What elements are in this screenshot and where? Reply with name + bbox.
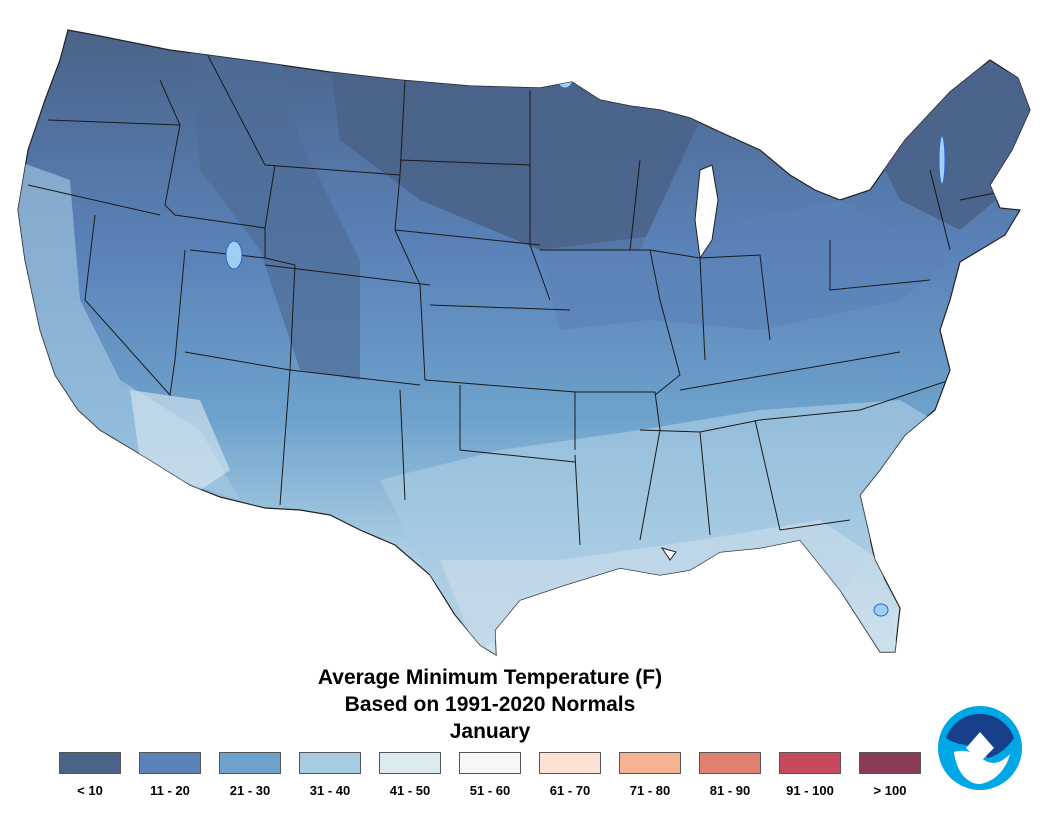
legend-label: 51 - 60: [469, 783, 511, 798]
map-title-block: Average Minimum Temperature (F) Based on…: [240, 664, 740, 745]
zone-coldest-north: [330, 60, 700, 250]
noaa-logo: [938, 706, 1022, 790]
legend-swatch: [859, 752, 921, 774]
temperature-map: [17, 29, 1031, 657]
legend-label: 41 - 50: [389, 783, 431, 798]
legend-label: 21 - 30: [229, 783, 271, 798]
mobile-bay: [660, 547, 677, 561]
map-month: January: [449, 720, 531, 743]
legend-swatch: [539, 752, 601, 774]
legend-item: 91 - 100: [778, 752, 842, 798]
legend-swatch: [299, 752, 361, 774]
zone-midwest: [540, 200, 950, 330]
lake-michigan: [694, 164, 719, 260]
legend-item: 51 - 60: [458, 752, 522, 798]
legend-swatch: [139, 752, 201, 774]
legend-swatch: [379, 752, 441, 774]
lake-champlain: [938, 135, 946, 185]
zone-west-coast: [18, 160, 240, 500]
legend-label: < 10: [77, 783, 103, 798]
map-title: Average Minimum Temperature (F): [317, 666, 663, 689]
great-salt-lake: [225, 240, 243, 270]
legend-item: 21 - 30: [218, 752, 282, 798]
legend-label: > 100: [873, 783, 907, 798]
legend-label: 71 - 80: [629, 783, 671, 798]
legend-label: 11 - 20: [150, 783, 190, 798]
legend-item: > 100: [858, 752, 922, 798]
temperature-legend: < 10 11 - 20 21 - 30 31 - 40 41 - 50 51 - 60 6…: [58, 752, 928, 802]
legend-label: 61 - 70: [549, 783, 591, 798]
legend-swatch: [779, 752, 841, 774]
legend-item: 41 - 50: [378, 752, 442, 798]
legend-swatch: [699, 752, 761, 774]
legend-item: 11 - 20: [138, 752, 202, 798]
lake-of-the-woods: [556, 67, 574, 89]
legend-swatch: [59, 752, 121, 774]
legend-label: 31 - 40: [309, 783, 351, 798]
legend-swatch: [619, 752, 681, 774]
legend-item: 61 - 70: [538, 752, 602, 798]
legend-swatch: [459, 752, 521, 774]
lake-okeechobee: [873, 603, 889, 617]
legend-swatch: [219, 752, 281, 774]
legend-label: 81 - 90: [709, 783, 751, 798]
state-boundaries: [27, 49, 1011, 546]
legend-label: 91 - 100: [786, 783, 834, 798]
map-subtitle: Based on 1991-2020 Normals: [344, 693, 636, 716]
legend-item: 81 - 90: [698, 752, 762, 798]
legend-item: 31 - 40: [298, 752, 362, 798]
legend-item: 71 - 80: [618, 752, 682, 798]
zone-rockies-cold: [190, 50, 360, 380]
legend-item: < 10: [58, 752, 122, 798]
